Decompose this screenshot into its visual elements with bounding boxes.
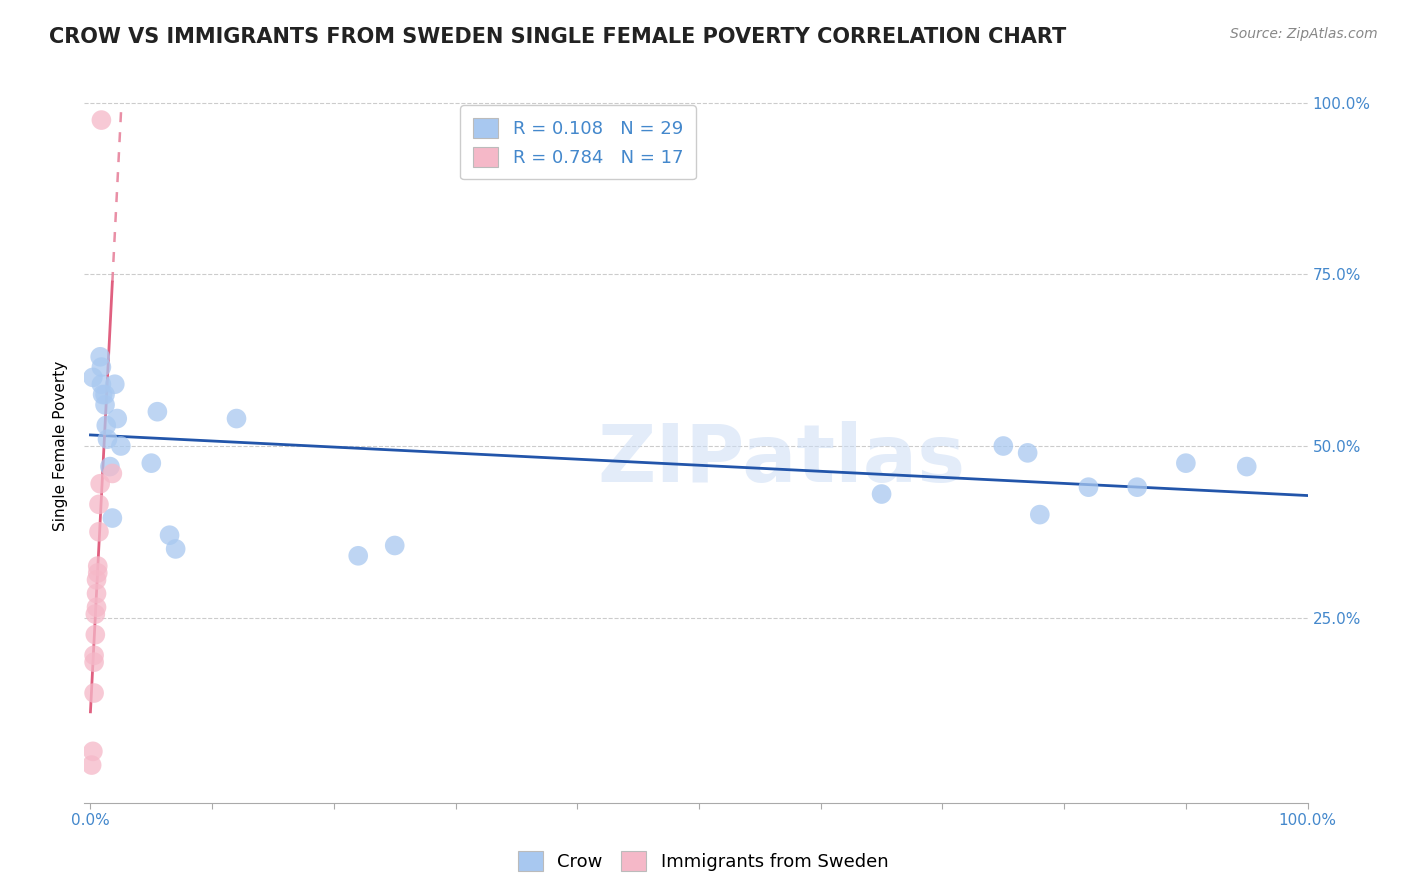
Point [993,439,1015,453]
Point [86,586,108,600]
Point [225,411,247,425]
Point [104,377,127,392]
Point [86,573,108,587]
Point [82,744,104,758]
Point [90,377,112,392]
Legend: R = 0.108   N = 29, R = 0.784   N = 17: R = 0.108 N = 29, R = 0.784 N = 17 [460,105,696,179]
Point [1174,456,1197,470]
Point [83,655,105,669]
Point [90,113,112,128]
Point [89,476,111,491]
Point [80,758,103,772]
Point [86,600,108,615]
Point [159,528,181,542]
Point [84,607,107,621]
Point [91,387,114,401]
Point [89,350,111,364]
Point [347,549,370,563]
Point [1126,480,1149,494]
Point [146,405,169,419]
Text: CROW VS IMMIGRANTS FROM SWEDEN SINGLE FEMALE POVERTY CORRELATION CHART: CROW VS IMMIGRANTS FROM SWEDEN SINGLE FE… [49,27,1067,46]
Point [1029,508,1052,522]
Point [82,370,104,384]
Point [870,487,893,501]
Point [87,566,110,580]
Point [141,456,163,470]
Point [1077,480,1099,494]
Point [96,418,118,433]
Point [1236,459,1258,474]
Text: Source: ZipAtlas.com: Source: ZipAtlas.com [1230,27,1378,41]
Point [110,439,132,453]
Point [101,467,124,481]
Point [105,411,128,425]
Point [384,539,406,553]
Point [98,459,121,474]
Y-axis label: Single Female Poverty: Single Female Poverty [52,361,67,531]
Point [94,387,117,401]
Point [1017,446,1039,460]
Point [87,497,110,511]
Point [165,541,187,556]
Point [94,398,117,412]
Point [87,559,110,574]
Point [83,648,105,663]
Point [83,686,105,700]
Point [90,360,112,375]
Point [96,432,118,446]
Text: ZIPatlas: ZIPatlas [598,421,966,500]
Legend: Crow, Immigrants from Sweden: Crow, Immigrants from Sweden [510,844,896,879]
Point [87,524,110,539]
Point [84,628,107,642]
Point [101,511,124,525]
